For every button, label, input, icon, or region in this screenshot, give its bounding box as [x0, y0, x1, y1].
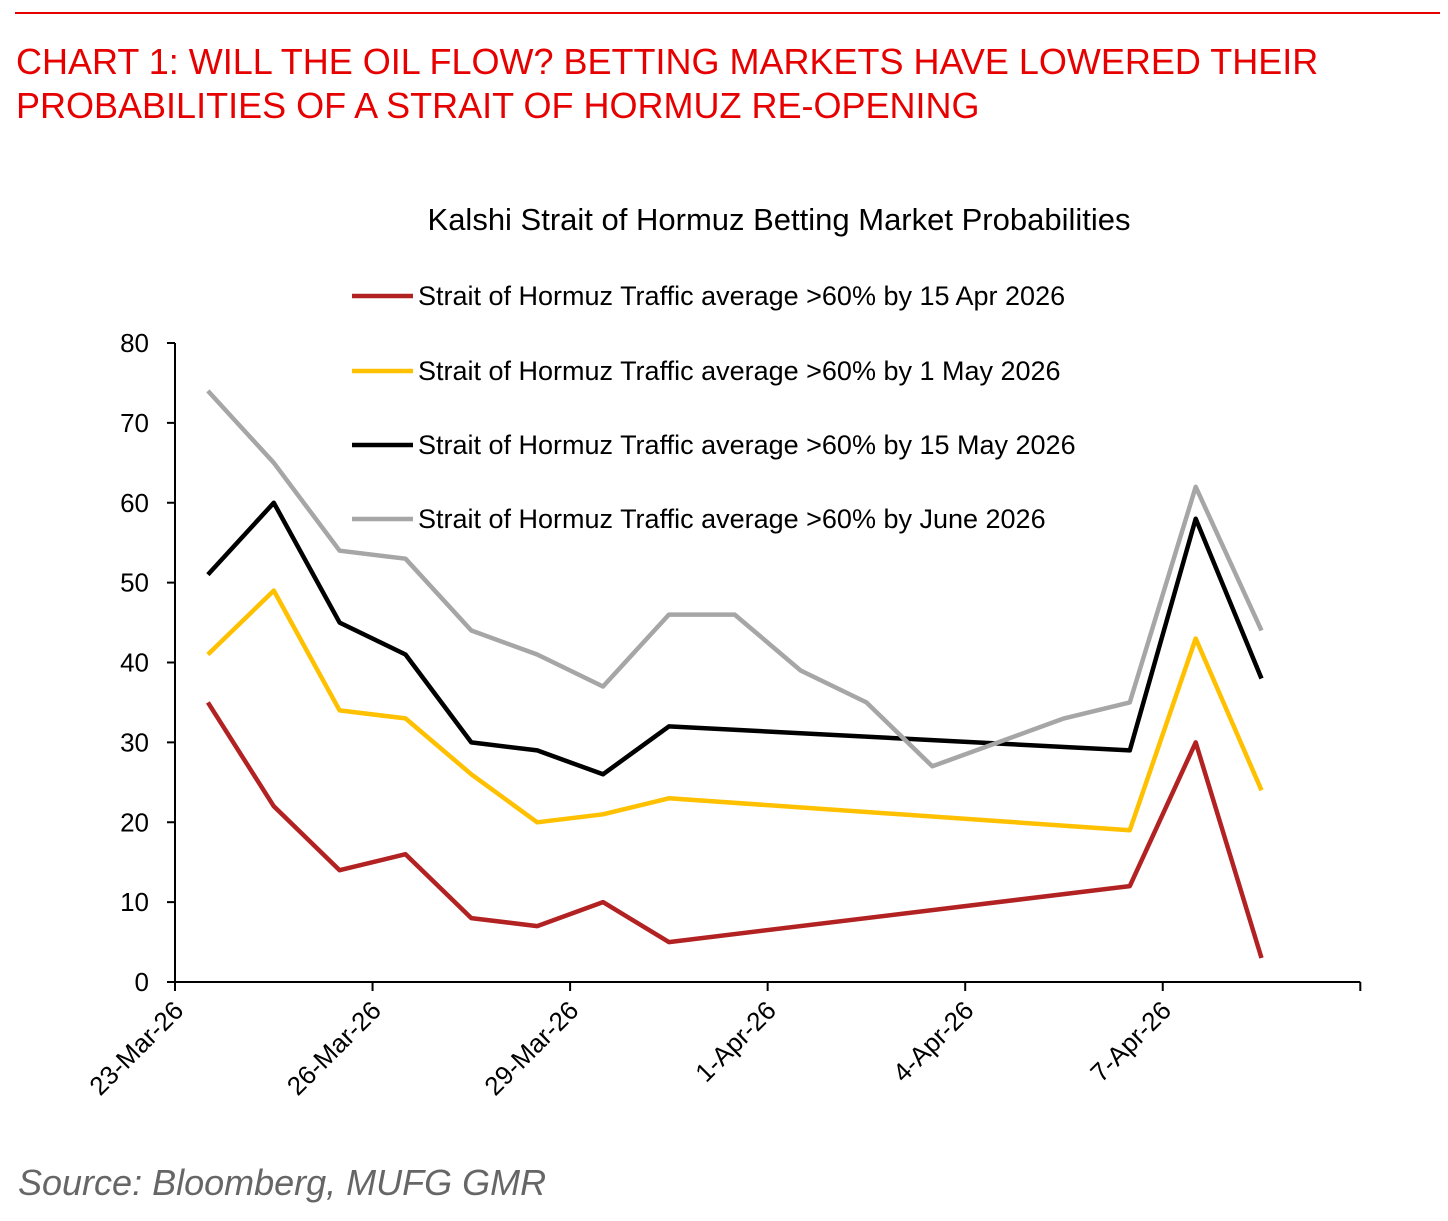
- legend-label: Strait of Hormuz Traffic average >60% by…: [418, 356, 1061, 386]
- series-lines: [205, 389, 1264, 959]
- y-tick-label: 80: [120, 328, 149, 358]
- x-tick-label: 4-Apr-26: [887, 995, 980, 1088]
- legend-item: Strait of Hormuz Traffic average >60% by…: [352, 430, 1076, 460]
- chart-heading: CHART 1: WILL THE OIL FLOW? BETTING MARK…: [16, 41, 1319, 126]
- x-tick-label: 7-Apr-26: [1084, 995, 1177, 1088]
- legend-item: Strait of Hormuz Traffic average >60% by…: [352, 281, 1065, 311]
- legend-label: Strait of Hormuz Traffic average >60% by…: [418, 430, 1076, 460]
- legend-label: Strait of Hormuz Traffic average >60% by…: [418, 281, 1065, 311]
- y-tick-label: 60: [120, 488, 149, 518]
- x-tick-label: 26-Mar-26: [281, 995, 387, 1101]
- legend-item: Strait of Hormuz Traffic average >60% by…: [352, 356, 1061, 386]
- legend-label: Strait of Hormuz Traffic average >60% by…: [418, 504, 1046, 534]
- source-note: Source: Bloomberg, MUFG GMR: [18, 1162, 547, 1203]
- chart-title: Kalshi Strait of Hormuz Betting Market P…: [428, 202, 1131, 237]
- y-tick-label: 70: [120, 408, 149, 438]
- series-line-3: [206, 500, 1264, 777]
- y-tick-label: 0: [135, 967, 149, 997]
- top-rule: [15, 12, 1440, 14]
- series-line-1: [205, 701, 1264, 959]
- y-tick-label: 20: [120, 807, 149, 837]
- series-line-4: [206, 389, 1264, 769]
- x-tick-label: 23-Mar-26: [83, 995, 189, 1101]
- x-tick-label: 1-Apr-26: [689, 995, 782, 1088]
- y-tick-label: 50: [120, 568, 149, 598]
- y-tick-label: 40: [120, 648, 149, 678]
- x-tick-label: 29-Mar-26: [478, 995, 584, 1101]
- y-tick-label: 10: [120, 887, 149, 917]
- legend-item: Strait of Hormuz Traffic average >60% by…: [352, 504, 1046, 534]
- series-line-2: [206, 588, 1264, 833]
- legend: Strait of Hormuz Traffic average >60% by…: [352, 281, 1076, 534]
- y-tick-label: 30: [120, 727, 149, 757]
